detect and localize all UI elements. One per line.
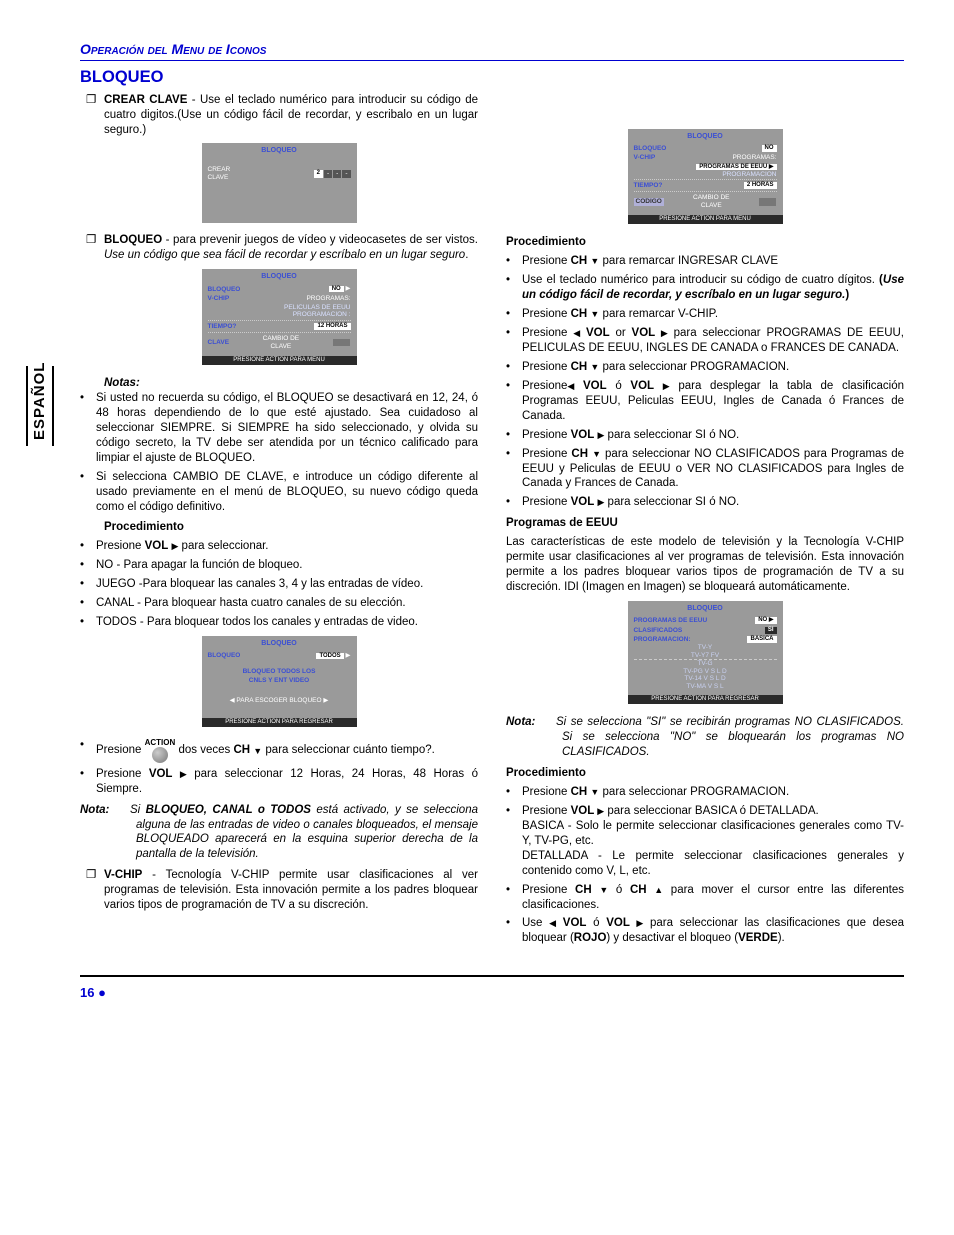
item-bloqueo: BLOQUEO - para prevenir juegos de vídeo … [80,233,478,263]
proc-step: Presione CH para seleccionar NO CLASIFIC… [506,447,904,492]
action-button-icon [152,747,168,763]
note-2: Si selecciona CAMBIO DE CLAVE, e introdu… [80,470,478,515]
two-column-layout: CREAR CLAVE - Use el teclado numérico pa… [80,93,904,951]
note-1: Si usted no recuerda su código, el BLOQU… [80,391,478,466]
proc-step: Presione VOL para seleccionar SI ó NO. [506,495,904,510]
proc-step: Presione VOL para seleccionar BASICA ó D… [506,804,904,879]
item-vchip: V-CHIP - Tecnología V-CHIP permite usar … [80,868,478,913]
footer-rule [80,975,904,977]
proc-step: Presione CH para seleccionar PROGRAMACIO… [506,785,904,800]
page-number: 16 [80,985,904,1002]
section-header: Operación del Menu de Iconos [80,40,904,61]
sub-canal: CANAL - Para bloquear hasta cuatro canal… [80,596,478,611]
procedimiento-head: Procedimiento [80,520,478,535]
proc-step: Use VOL ó VOL para seleccionar las clasi… [506,916,904,946]
language-tab: ESPAÑOL [30,362,50,440]
proc-step: Use el teclado numérico para introducir … [506,273,904,303]
figure-2: BLOQUEO BLOQUEONO ▶ V-CHIPPROGRAMAS: PEL… [80,269,478,366]
procedimiento-head: Procedimiento [506,235,904,250]
programas-para: Las características de este modelo de te… [506,535,904,595]
proc-step: Presione VOL para seleccionar 12 Horas, … [80,767,478,797]
notas-label: Notas: [104,377,140,389]
procedimiento-head-2: Procedimiento [506,766,904,781]
proc-step: Presione VOL or VOL para seleccionar PRO… [506,326,904,356]
figure-4: BLOQUEO BLOQUEONO V-CHIPPROGRAMAS: PROGR… [506,129,904,226]
figure-5: BLOQUEO PROGRAMAS DE EEUUNO ▶ CLASIFICAD… [506,601,904,705]
left-column: CREAR CLAVE - Use el teclado numérico pa… [80,93,478,951]
right-column: BLOQUEO BLOQUEONO V-CHIPPROGRAMAS: PROGR… [506,93,904,951]
proc-step: Presione CH ó CH para mover el cursor en… [506,883,904,913]
proc-step: Presione CH para remarcar V-CHIP. [506,307,904,322]
figure-3: BLOQUEO BLOQUEOTODOS ▶ BLOQUEO TODOS LOS… [80,636,478,728]
figure-1: BLOQUEO CREAR CLAVE 2--- [80,143,478,223]
sub-todos: TODOS - Para bloquear todos los canales … [80,615,478,630]
proc-step: Presione VOL ó VOL para desplegar la tab… [506,379,904,424]
proc-step: Presione VOL para seleccionar SI ó NO. [506,428,904,443]
sub-no: NO - Para apagar la función de bloqueo. [80,558,478,573]
sub-juego: JUEGO -Para bloquear las canales 3, 4 y … [80,577,478,592]
nota-block: Nota:Si BLOQUEO, CANAL o TODOS está acti… [80,803,478,863]
proc-step: Presione CH para seleccionar PROGRAMACIO… [506,360,904,375]
proc-step: Presione VOL para seleccionar. [80,539,478,554]
nota-block-right: Nota:Si se selecciona "SI" se recibirán … [506,715,904,760]
proc-step-action: Presione ACTION dos veces CH para selecc… [80,738,478,762]
item-crear-clave: CREAR CLAVE - Use el teclado numérico pa… [80,93,478,138]
page-title: BLOQUEO [80,67,904,88]
programas-eeuu-head: Programas de EEUU [506,516,904,531]
proc-step: Presione CH para remarcar INGRESAR CLAVE [506,254,904,269]
